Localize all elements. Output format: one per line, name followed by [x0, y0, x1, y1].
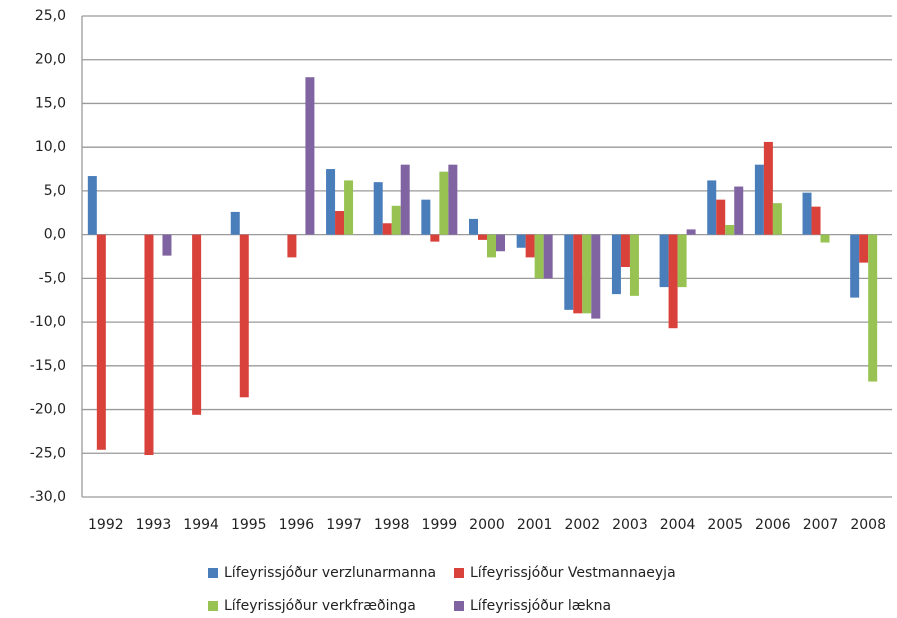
x-tick-label: 2000	[469, 517, 505, 533]
x-tick-label: 2005	[707, 517, 743, 533]
x-tick-label: 1998	[374, 517, 410, 533]
x-tick-label: 2008	[850, 517, 886, 533]
bar	[335, 211, 345, 235]
bar	[859, 234, 869, 263]
x-tick-label: 2004	[660, 517, 696, 533]
bar	[677, 234, 687, 288]
y-tick-label: 0,0	[44, 227, 66, 243]
x-tick-label: 2002	[564, 517, 600, 533]
bar	[850, 234, 860, 298]
bar	[707, 180, 717, 235]
x-tick-label: 2007	[803, 517, 839, 533]
bar	[686, 229, 696, 235]
bar	[162, 234, 172, 256]
x-tick-label: 1999	[422, 517, 458, 533]
y-tick-label: 15,0	[35, 95, 66, 111]
bar	[582, 234, 592, 314]
bar	[496, 234, 505, 252]
bar	[487, 234, 496, 258]
bar	[543, 234, 553, 279]
legend-label: Lífeyrissjóður lækna	[470, 598, 611, 614]
bar	[525, 234, 535, 258]
legend-swatch	[208, 601, 218, 611]
bar	[820, 234, 830, 243]
x-tick-label: 2003	[612, 517, 648, 533]
bar	[564, 234, 574, 310]
bar	[868, 234, 878, 382]
bar	[469, 218, 478, 235]
bar	[516, 234, 526, 248]
y-tick-label: -5,0	[39, 270, 66, 286]
bar	[763, 141, 773, 235]
bar	[629, 234, 639, 296]
x-tick-label: 1994	[183, 517, 219, 533]
x-tick-label: 1993	[136, 517, 172, 533]
x-tick-label: 1996	[279, 517, 315, 533]
y-tick-label: 10,0	[35, 139, 66, 155]
y-tick-label: 25,0	[35, 8, 66, 24]
bar	[754, 164, 764, 235]
bar	[230, 211, 240, 235]
x-tick-label: 1997	[326, 517, 362, 533]
legend-swatch	[454, 568, 464, 578]
bar	[811, 206, 821, 235]
x-tick-label: 2006	[755, 517, 791, 533]
bar	[478, 234, 487, 240]
bar	[802, 192, 812, 235]
bar	[734, 186, 744, 235]
bar	[144, 234, 154, 456]
legend-label: Lífeyrissjóður verkfræðinga	[224, 598, 416, 614]
legend-swatch	[208, 568, 218, 578]
bar	[305, 77, 315, 235]
bar	[400, 164, 410, 235]
bar	[591, 234, 601, 319]
y-tick-label: -20,0	[30, 402, 66, 418]
bar	[87, 176, 97, 235]
bar	[421, 199, 431, 235]
bar	[391, 205, 401, 235]
bar	[620, 234, 630, 267]
bar	[573, 234, 583, 314]
bar	[344, 180, 354, 235]
bar	[725, 225, 735, 235]
bar	[430, 234, 440, 242]
x-tick-label: 2001	[517, 517, 553, 533]
legend-label: Lífeyrissjóður verzlunarmanna	[224, 565, 436, 581]
bar	[382, 223, 392, 235]
bar	[611, 234, 621, 295]
x-tick-label: 1992	[88, 517, 124, 533]
bar	[659, 234, 669, 288]
bar	[534, 234, 544, 279]
bar	[239, 234, 249, 398]
bar	[668, 234, 678, 329]
legend-label: Lífeyrissjóður Vestmannaeyja	[470, 565, 676, 581]
y-tick-label: -15,0	[30, 358, 66, 374]
bar	[373, 182, 383, 235]
bar	[96, 234, 106, 450]
bar	[192, 234, 202, 415]
y-tick-label: 20,0	[35, 52, 66, 68]
bar	[287, 234, 297, 258]
bar	[326, 169, 336, 235]
bar	[716, 199, 726, 235]
y-tick-label: -25,0	[30, 445, 66, 461]
legend-swatch	[454, 601, 464, 611]
y-tick-label: 5,0	[44, 183, 66, 199]
bar	[772, 203, 782, 235]
bar	[439, 171, 449, 235]
y-tick-label: -10,0	[30, 314, 66, 330]
bar	[448, 164, 458, 235]
x-tick-label: 1995	[231, 517, 267, 533]
y-tick-label: -30,0	[30, 489, 66, 505]
